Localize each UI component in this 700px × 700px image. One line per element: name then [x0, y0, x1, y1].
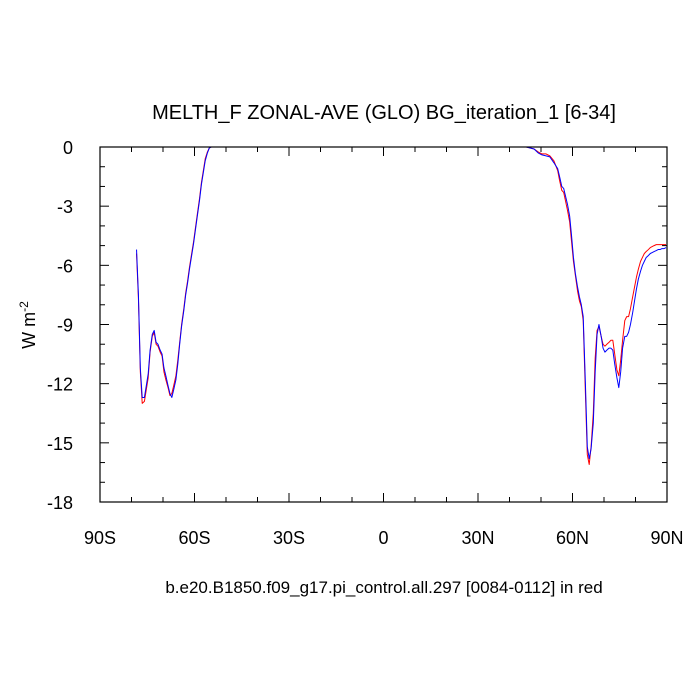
x-tick-label: 30S — [273, 528, 305, 548]
y-tick-label: -15 — [47, 434, 73, 454]
series-layer — [136, 147, 667, 466]
plot-frame — [99, 146, 668, 503]
y-axis-label: W m-2 — [17, 301, 39, 349]
series-line-case — [136, 147, 667, 460]
y-tick-label: -3 — [57, 197, 73, 217]
y-tick-label: -18 — [47, 493, 73, 513]
x-tick-label: 60S — [178, 528, 210, 548]
y-tick-label: -9 — [57, 316, 73, 336]
x-tick-label: 90S — [84, 528, 116, 548]
tick-layer — [99, 146, 668, 503]
x-tick-label: 0 — [378, 528, 388, 548]
x-tick-label: 30N — [461, 528, 494, 548]
y-tick-label: 0 — [63, 138, 73, 158]
tick-label-layer: 90S 60S 30S 0 30N 60N 90N 0 -3 -6 -9 -12 -15 -18 — [47, 138, 684, 548]
y-axis-label-unit: W m — [19, 312, 39, 349]
x-axis-label: b.e20.B1850.f09_g17.pi_control.all.297 [… — [165, 578, 602, 597]
y-tick-label: -6 — [57, 256, 73, 276]
x-tick-label: 90N — [650, 528, 683, 548]
y-axis-label-exponent: -2 — [17, 301, 31, 312]
chart-title: MELTH_F ZONAL-AVE (GLO) BG_iteration_1 [… — [152, 102, 616, 124]
y-tick-label: -12 — [47, 375, 73, 395]
x-tick-label: 60N — [556, 528, 589, 548]
